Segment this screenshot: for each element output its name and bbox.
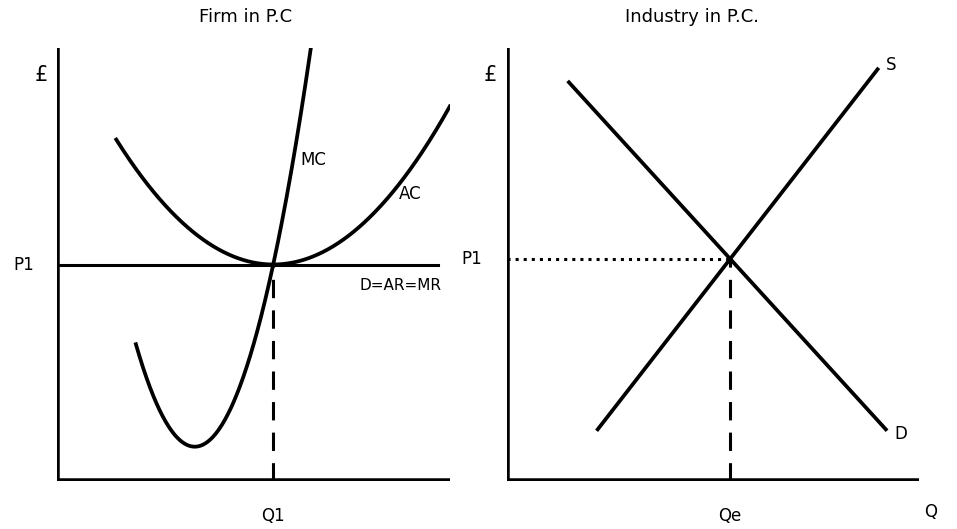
Text: D=AR=MR: D=AR=MR [360,278,442,293]
Text: £: £ [35,65,49,85]
Text: Q1: Q1 [261,507,285,525]
Text: Firm in P.C: Firm in P.C [199,8,292,26]
Text: AC: AC [399,185,421,203]
Text: Q: Q [924,503,938,521]
Text: Industry in P.C.: Industry in P.C. [625,8,760,26]
Text: D: D [894,425,907,443]
Text: S: S [886,56,897,74]
Text: Qe: Qe [719,507,742,525]
Text: P1: P1 [462,250,482,268]
Text: MC: MC [300,151,326,169]
Text: P1: P1 [13,256,33,273]
Text: £: £ [484,65,498,85]
